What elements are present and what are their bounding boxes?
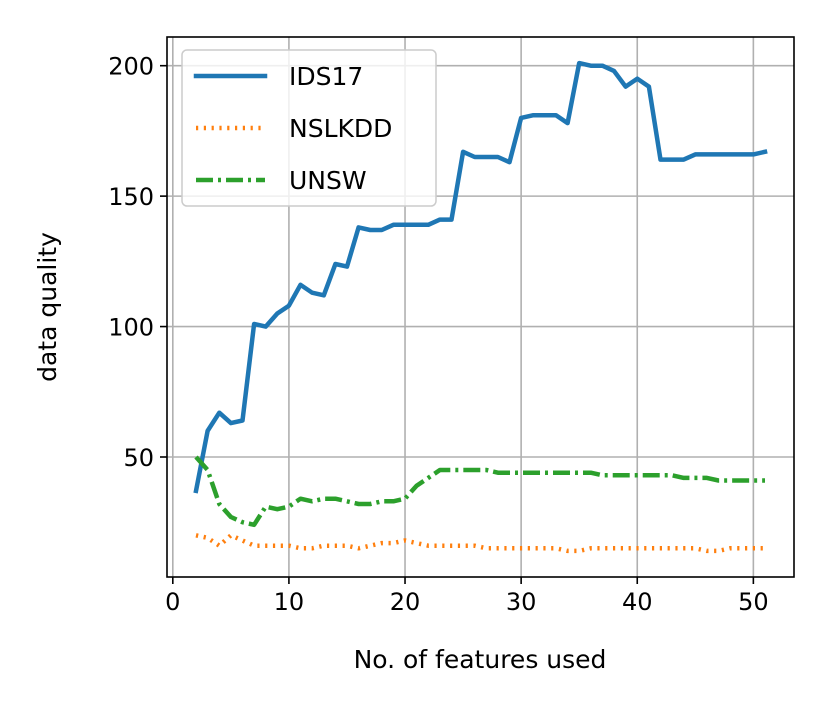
x-axis-ticks: 0 10 20 30 40 50 (165, 577, 769, 616)
x-tick-label: 50 (738, 588, 769, 616)
legend-label-unsw: UNSW (289, 166, 367, 195)
y-tick-label: 50 (123, 444, 154, 472)
y-tick-label: 100 (108, 314, 154, 342)
series-lines (193, 60, 768, 554)
x-tick-label: 10 (274, 588, 305, 616)
legend-label-nslkdd: NSLKDD (289, 114, 392, 143)
y-tick-label: 200 (108, 53, 154, 81)
legend: IDS17 NSLKDD UNSW (181, 49, 437, 207)
y-tick-label: 150 (108, 183, 154, 211)
series-line-unsw (194, 455, 765, 528)
x-axis-label: No. of features used (354, 645, 607, 674)
series-line-ids17 (193, 60, 768, 494)
x-tick-label: 20 (390, 588, 421, 616)
legend-label-ids17: IDS17 (289, 62, 363, 91)
plot-frame (166, 36, 795, 578)
y-axis-ticks: 50 100 150 200 (108, 53, 167, 472)
y-axis-label: data quality (33, 232, 62, 382)
x-tick-label: 30 (506, 588, 537, 616)
legend-box (181, 49, 437, 207)
x-tick-label: 0 (165, 588, 180, 616)
x-tick-label: 40 (622, 588, 653, 616)
